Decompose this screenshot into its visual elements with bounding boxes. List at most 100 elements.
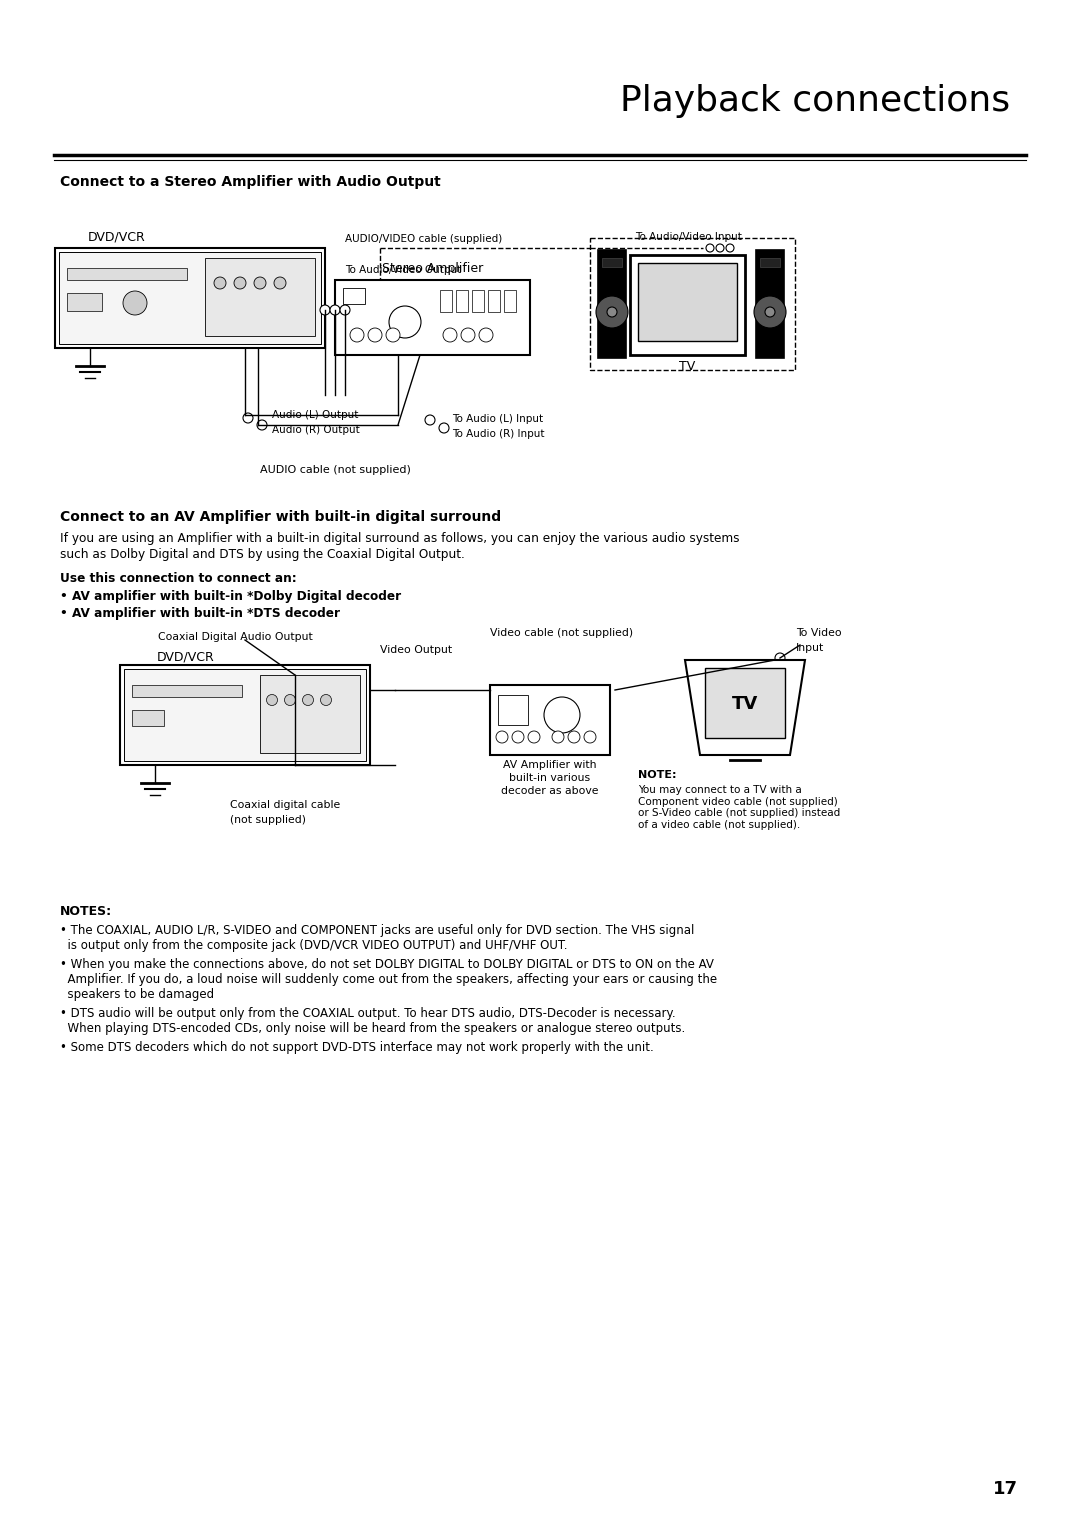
Text: To Audio/Video Input: To Audio/Video Input <box>635 232 742 241</box>
Text: DVD/VCR: DVD/VCR <box>87 231 146 243</box>
Bar <box>456 290 468 312</box>
Text: • AV amplifier with built-in *DTS decoder: • AV amplifier with built-in *DTS decode… <box>60 607 340 620</box>
Bar <box>335 280 530 354</box>
Text: built-in various: built-in various <box>510 773 591 782</box>
Text: • When you make the connections above, do not set DOLBY DIGITAL to DOLBY DIGITAL: • When you make the connections above, d… <box>60 958 714 970</box>
Text: Playback connections: Playback connections <box>620 84 1010 118</box>
Circle shape <box>754 296 786 329</box>
Circle shape <box>443 329 457 342</box>
Bar <box>490 685 610 755</box>
Circle shape <box>389 306 421 338</box>
Bar <box>205 258 315 336</box>
Circle shape <box>368 329 382 342</box>
Text: Coaxial digital cable: Coaxial digital cable <box>230 801 340 810</box>
Circle shape <box>775 652 785 663</box>
Text: Connect to a Stereo Amplifier with Audio Output: Connect to a Stereo Amplifier with Audio… <box>60 176 441 189</box>
Text: TV: TV <box>732 695 758 714</box>
Text: • AV amplifier with built-in *Dolby Digital decoder: • AV amplifier with built-in *Dolby Digi… <box>60 590 401 604</box>
Text: DVD/VCR: DVD/VCR <box>157 649 215 663</box>
Bar <box>132 711 164 726</box>
Circle shape <box>528 730 540 743</box>
Circle shape <box>257 420 267 429</box>
Circle shape <box>584 730 596 743</box>
Circle shape <box>234 277 246 289</box>
Circle shape <box>350 329 364 342</box>
Text: If you are using an Amplifier with a built-in digital surround as follows, you c: If you are using an Amplifier with a bui… <box>60 532 740 545</box>
Text: Audio (R) Output: Audio (R) Output <box>272 425 360 435</box>
Circle shape <box>480 329 492 342</box>
Text: To Audio (R) Input: To Audio (R) Input <box>453 429 544 439</box>
Circle shape <box>706 244 714 252</box>
Circle shape <box>284 695 296 706</box>
Circle shape <box>254 277 266 289</box>
Text: Video Output: Video Output <box>380 645 453 656</box>
Text: Audio (L) Output: Audio (L) Output <box>272 410 359 420</box>
Circle shape <box>321 695 332 706</box>
Text: To Video: To Video <box>796 628 841 639</box>
Bar <box>498 695 528 724</box>
Circle shape <box>496 730 508 743</box>
Text: 17: 17 <box>993 1481 1018 1497</box>
Bar <box>55 248 325 348</box>
Text: When playing DTS-encoded CDs, only noise will be heard from the speakers or anal: When playing DTS-encoded CDs, only noise… <box>60 1022 685 1034</box>
Text: Stereo Amplifier: Stereo Amplifier <box>382 261 483 275</box>
Bar <box>440 290 453 312</box>
Circle shape <box>386 329 400 342</box>
Text: decoder as above: decoder as above <box>501 785 598 796</box>
Text: NOTE:: NOTE: <box>638 770 676 779</box>
Circle shape <box>438 423 449 432</box>
Circle shape <box>568 730 580 743</box>
Text: • Some DTS decoders which do not support DVD-DTS interface may not work properly: • Some DTS decoders which do not support… <box>60 1041 653 1054</box>
Text: To Audio/Video Output: To Audio/Video Output <box>345 264 461 275</box>
Circle shape <box>302 695 313 706</box>
Circle shape <box>123 290 147 315</box>
Text: (not supplied): (not supplied) <box>230 814 306 825</box>
Circle shape <box>243 413 253 423</box>
Text: Input: Input <box>796 643 824 652</box>
Text: Amplifier. If you do, a loud noise will suddenly come out from the speakers, aff: Amplifier. If you do, a loud noise will … <box>60 973 717 986</box>
Bar <box>343 287 365 304</box>
Text: is output only from the composite jack (DVD/VCR VIDEO OUTPUT) and UHF/VHF OUT.: is output only from the composite jack (… <box>60 940 567 952</box>
Text: such as Dolby Digital and DTS by using the Coaxial Digital Output.: such as Dolby Digital and DTS by using t… <box>60 549 464 561</box>
Text: • DTS audio will be output only from the COAXIAL output. To hear DTS audio, DTS-: • DTS audio will be output only from the… <box>60 1007 676 1021</box>
Bar <box>67 267 187 280</box>
Circle shape <box>544 697 580 733</box>
Bar <box>504 290 516 312</box>
Circle shape <box>461 329 475 342</box>
Circle shape <box>320 306 330 315</box>
Circle shape <box>267 695 278 706</box>
Circle shape <box>426 416 435 425</box>
Circle shape <box>716 244 724 252</box>
Bar <box>59 252 321 344</box>
Text: AUDIO/VIDEO cable (supplied): AUDIO/VIDEO cable (supplied) <box>345 234 502 244</box>
Bar <box>705 668 785 738</box>
Bar <box>472 290 484 312</box>
Text: AUDIO cable (not supplied): AUDIO cable (not supplied) <box>259 465 410 475</box>
Circle shape <box>552 730 564 743</box>
Bar <box>260 675 360 753</box>
Bar <box>598 251 626 358</box>
Text: Coaxial Digital Audio Output: Coaxial Digital Audio Output <box>158 633 313 642</box>
Circle shape <box>330 306 340 315</box>
Text: NOTES:: NOTES: <box>60 905 112 918</box>
Text: Connect to an AV Amplifier with built-in digital surround: Connect to an AV Amplifier with built-in… <box>60 510 501 524</box>
Bar <box>590 238 795 370</box>
Bar <box>602 258 622 267</box>
Polygon shape <box>685 660 805 755</box>
Bar <box>120 665 370 766</box>
Bar <box>638 263 737 341</box>
Circle shape <box>726 244 734 252</box>
Text: • The COAXIAL, AUDIO L/R, S-VIDEO and COMPONENT jacks are useful only for DVD se: • The COAXIAL, AUDIO L/R, S-VIDEO and CO… <box>60 924 694 937</box>
Circle shape <box>214 277 226 289</box>
Text: speakers to be damaged: speakers to be damaged <box>60 989 214 1001</box>
Circle shape <box>340 306 350 315</box>
Text: You may connect to a TV with a
Component video cable (not supplied)
or S-Video c: You may connect to a TV with a Component… <box>638 785 840 830</box>
Circle shape <box>607 307 617 316</box>
Bar <box>756 251 784 358</box>
Bar <box>760 258 780 267</box>
Text: TV: TV <box>679 361 696 373</box>
Bar <box>132 685 242 697</box>
Text: To Audio (L) Input: To Audio (L) Input <box>453 414 543 423</box>
Circle shape <box>512 730 524 743</box>
Circle shape <box>274 277 286 289</box>
